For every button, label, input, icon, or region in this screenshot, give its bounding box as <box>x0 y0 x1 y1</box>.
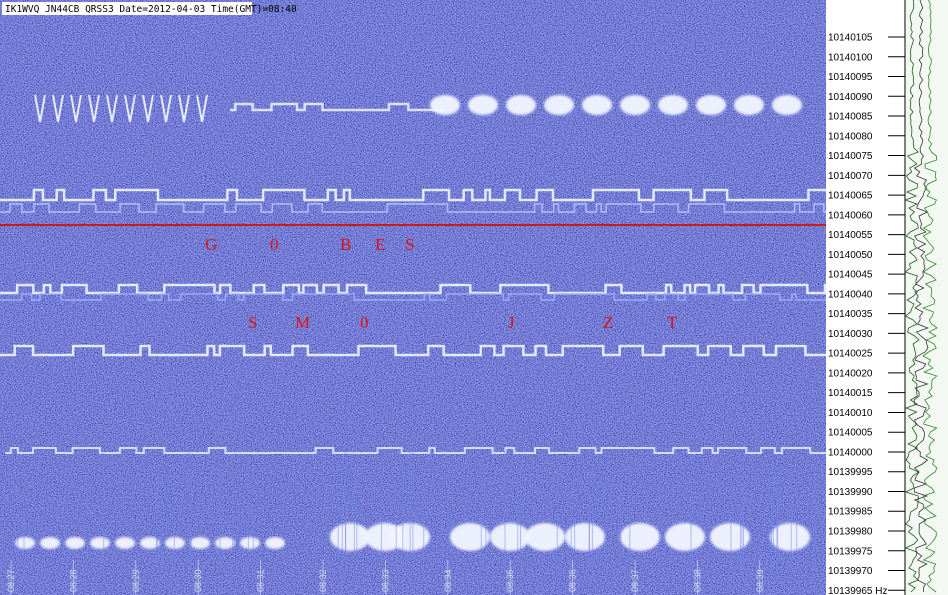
frequency-label: 10140070 <box>828 171 873 182</box>
frequency-label: 10140035 <box>828 309 873 320</box>
blob <box>665 523 705 551</box>
side-panel <box>906 0 948 595</box>
frequency-label: 10140085 <box>828 112 873 123</box>
blob <box>734 95 764 115</box>
blob <box>582 95 612 115</box>
blob <box>525 523 565 551</box>
callsign-letter: 0 <box>360 313 369 332</box>
blob <box>240 537 260 549</box>
callsign-letter: E <box>375 235 385 254</box>
frequency-label: 10140100 <box>828 52 873 63</box>
frequency-label: 10139995 <box>828 467 873 478</box>
blob <box>215 537 235 549</box>
blob <box>40 537 60 549</box>
frequency-label: 10140040 <box>828 289 873 300</box>
frequency-label: 10139990 <box>828 487 873 498</box>
blob <box>165 537 185 549</box>
callsign-letter: G <box>205 235 217 254</box>
frequency-label: 10140060 <box>828 210 873 221</box>
frequency-label: 10139980 <box>828 527 873 538</box>
blob <box>115 537 135 549</box>
frequency-label: 10140090 <box>828 92 873 103</box>
frequency-label: 10140000 <box>828 447 873 458</box>
frequency-label: 10139975 <box>828 546 873 557</box>
blob <box>772 95 802 115</box>
frequency-label: 10140015 <box>828 388 873 399</box>
blob <box>450 523 490 551</box>
page: IK1WVQ JN44CB QRSS3 Date=2012-04-03 Time… <box>0 0 948 595</box>
blob <box>65 537 85 549</box>
blob <box>770 523 810 551</box>
blob <box>265 537 285 549</box>
blob <box>90 537 110 549</box>
callsign-letter: Z <box>603 313 613 332</box>
blob <box>468 95 498 115</box>
frequency-label: 10140045 <box>828 270 873 281</box>
header: IK1WVQ JN44CB QRSS3 Date=2012-04-03 Time… <box>5 4 297 15</box>
blob <box>490 523 530 551</box>
frequency-label: 10139970 <box>828 566 873 577</box>
frequency-label: 10140095 <box>828 72 873 83</box>
blob <box>190 537 210 549</box>
frequency-label: 10140080 <box>828 131 873 142</box>
blob <box>506 95 536 115</box>
blob <box>544 95 574 115</box>
callsign-letter: J <box>508 313 515 332</box>
frequency-label: 10140005 <box>828 428 873 439</box>
callsign-letter: 0 <box>270 235 279 254</box>
frequency-label: 10140105 <box>828 33 873 44</box>
frequency-label: 10140010 <box>828 408 873 419</box>
frequency-label: 10140025 <box>828 349 873 360</box>
frequency-label: 10139985 <box>828 507 873 518</box>
blob <box>696 95 726 115</box>
frequency-label: 10140030 <box>828 329 873 340</box>
frequency-label: 10140065 <box>828 191 873 202</box>
blob <box>620 95 650 115</box>
frequency-label: 10140020 <box>828 368 873 379</box>
callsign-letter: M <box>295 313 310 332</box>
grabber: IK1WVQ JN44CB QRSS3 Date=2012-04-03 Time… <box>0 0 948 595</box>
frequency-label: 10140050 <box>828 250 873 261</box>
frequency-label: 10139965 Hz <box>828 586 888 595</box>
callsign-letter: S <box>248 313 257 332</box>
callsign-letter: T <box>667 313 678 332</box>
frequency-label: 10140055 <box>828 230 873 241</box>
blob <box>620 523 660 551</box>
blob <box>658 95 688 115</box>
frequency-label: 10140075 <box>828 151 873 162</box>
callsign-letter: S <box>405 235 414 254</box>
callsign-letter: B <box>340 235 351 254</box>
blob <box>330 523 370 551</box>
blob <box>430 95 460 115</box>
